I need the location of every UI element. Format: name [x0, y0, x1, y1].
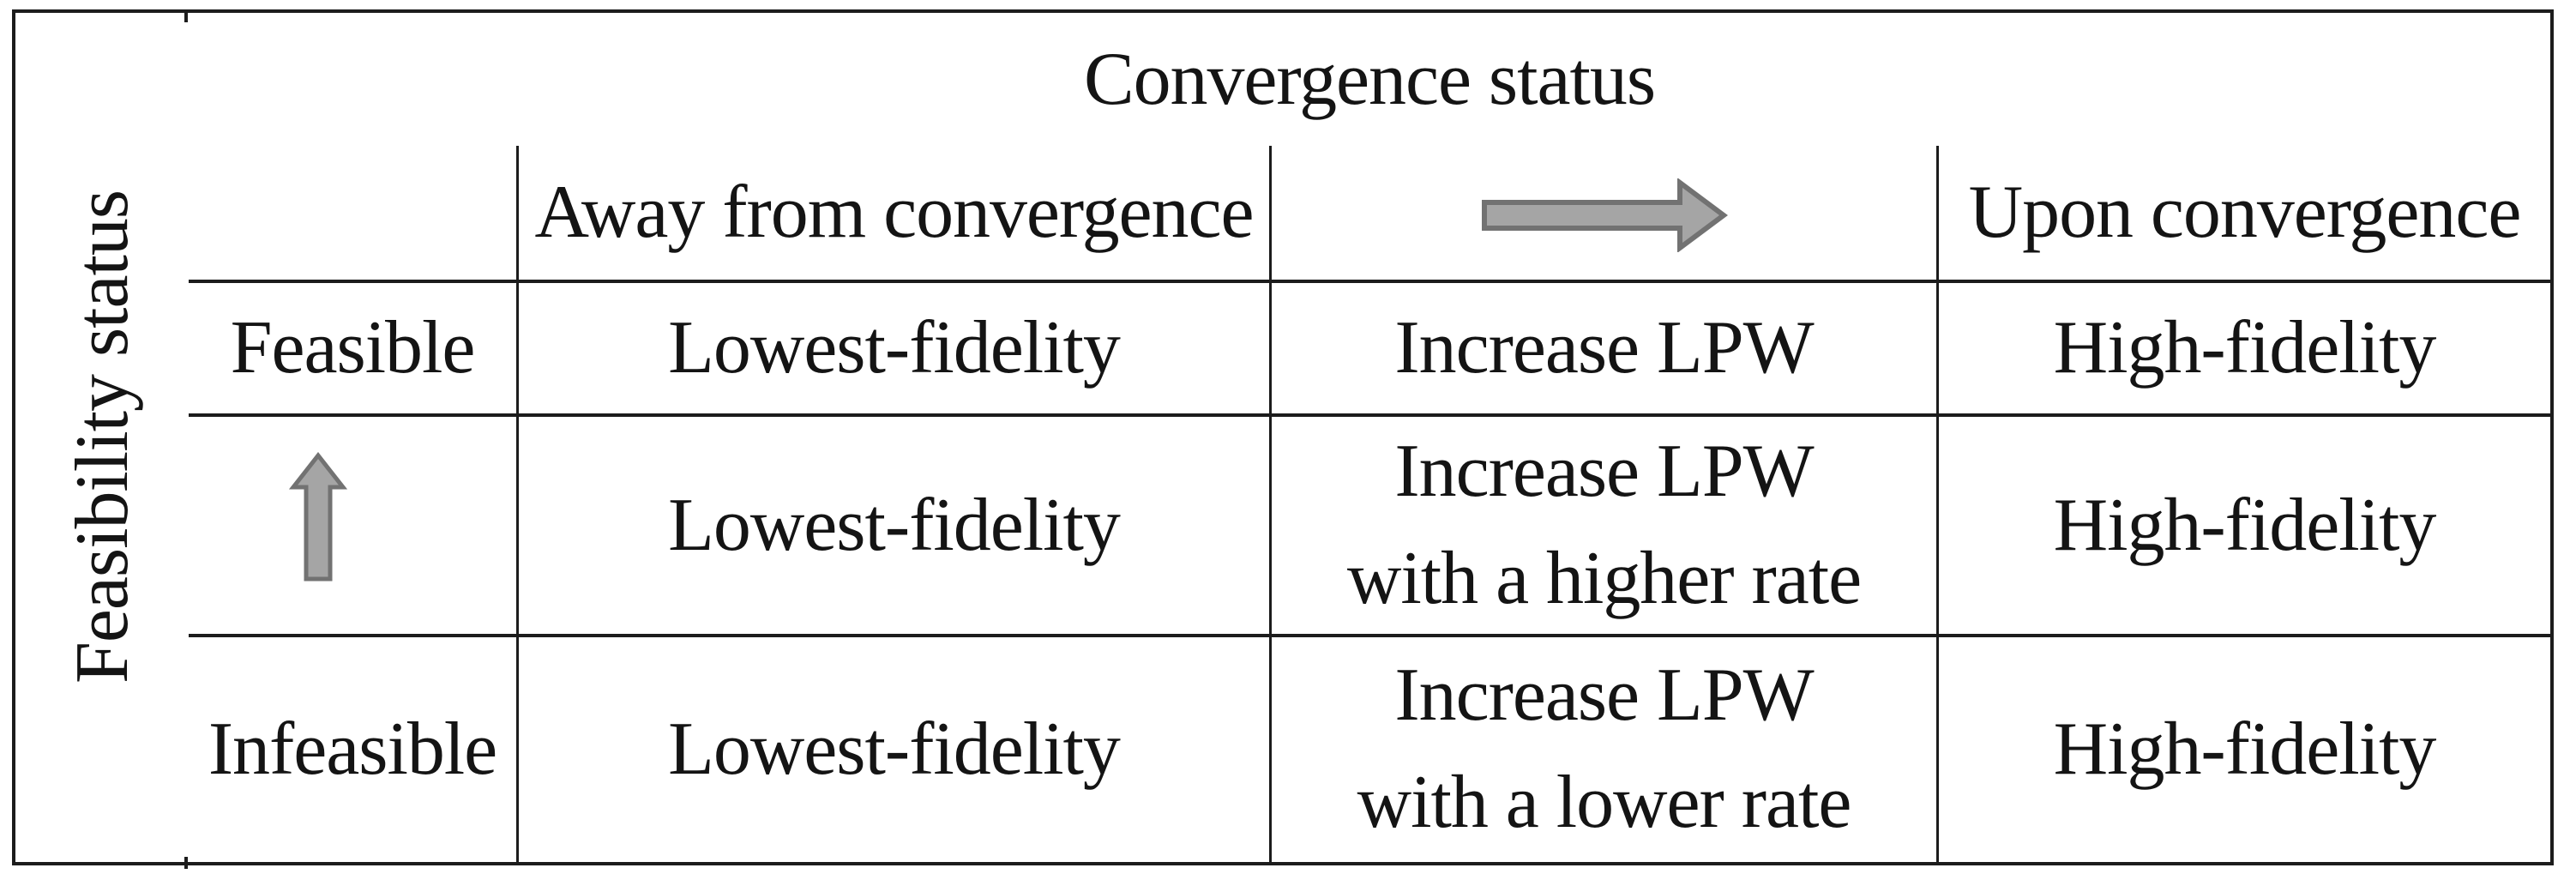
- cell-infeasible-upon: High-fidelity: [1939, 637, 2550, 862]
- column-header-upon: Upon convergence: [1939, 146, 2550, 283]
- cell-feasible-away: Lowest-fidelity: [519, 283, 1272, 417]
- cell-feasible-between: Increase LPW: [1272, 283, 1939, 417]
- cell-middle-between: Increase LPW with a higher rate: [1272, 417, 1939, 637]
- infeasible-label: Infeasible: [208, 708, 497, 792]
- corner-empty-cell: [189, 146, 519, 283]
- row-group-header-cell: Feasibility status: [15, 13, 189, 862]
- cell-text: Lowest-fidelity: [668, 708, 1121, 792]
- feasibility-status-label: Feasibility status: [60, 190, 144, 684]
- cell-infeasible-away: Lowest-fidelity: [519, 637, 1272, 862]
- away-from-convergence-label: Away from convergence: [534, 171, 1255, 255]
- up-arrow-icon: [288, 451, 348, 599]
- cell-feasible-upon: High-fidelity: [1939, 283, 2550, 417]
- cell-middle-away: Lowest-fidelity: [519, 417, 1272, 637]
- cell-text: Lowest-fidelity: [668, 483, 1121, 567]
- cell-text: Increase LPW with a lower rate: [1357, 654, 1852, 844]
- column-header-progress: [1272, 146, 1939, 283]
- cell-text: Increase LPW with a higher rate: [1346, 429, 1862, 620]
- column-rule-tick-bottom: [184, 857, 188, 869]
- convergence-status-label: Convergence status: [1083, 37, 1656, 121]
- cell-middle-upon: High-fidelity: [1939, 417, 2550, 637]
- cell-text: High-fidelity: [2053, 306, 2437, 390]
- feasible-label: Feasible: [230, 306, 476, 390]
- column-group-header-cell: Convergence status: [189, 13, 2550, 146]
- cell-text: High-fidelity: [2053, 708, 2437, 792]
- decision-table: Feasibility status Convergence status Aw…: [12, 9, 2554, 865]
- cell-infeasible-between: Increase LPW with a lower rate: [1272, 637, 1939, 862]
- column-rule-tick-top: [184, 13, 188, 22]
- cell-text: High-fidelity: [2053, 483, 2437, 567]
- row-label-middle: [189, 417, 519, 637]
- column-header-away: Away from convergence: [519, 146, 1272, 283]
- cell-text: Lowest-fidelity: [668, 306, 1121, 390]
- right-arrow-icon: [1481, 178, 1728, 268]
- row-label-feasible: Feasible: [189, 283, 519, 417]
- upon-convergence-label: Upon convergence: [1968, 171, 2522, 255]
- cell-text: Increase LPW: [1394, 306, 1814, 390]
- row-label-infeasible: Infeasible: [189, 637, 519, 862]
